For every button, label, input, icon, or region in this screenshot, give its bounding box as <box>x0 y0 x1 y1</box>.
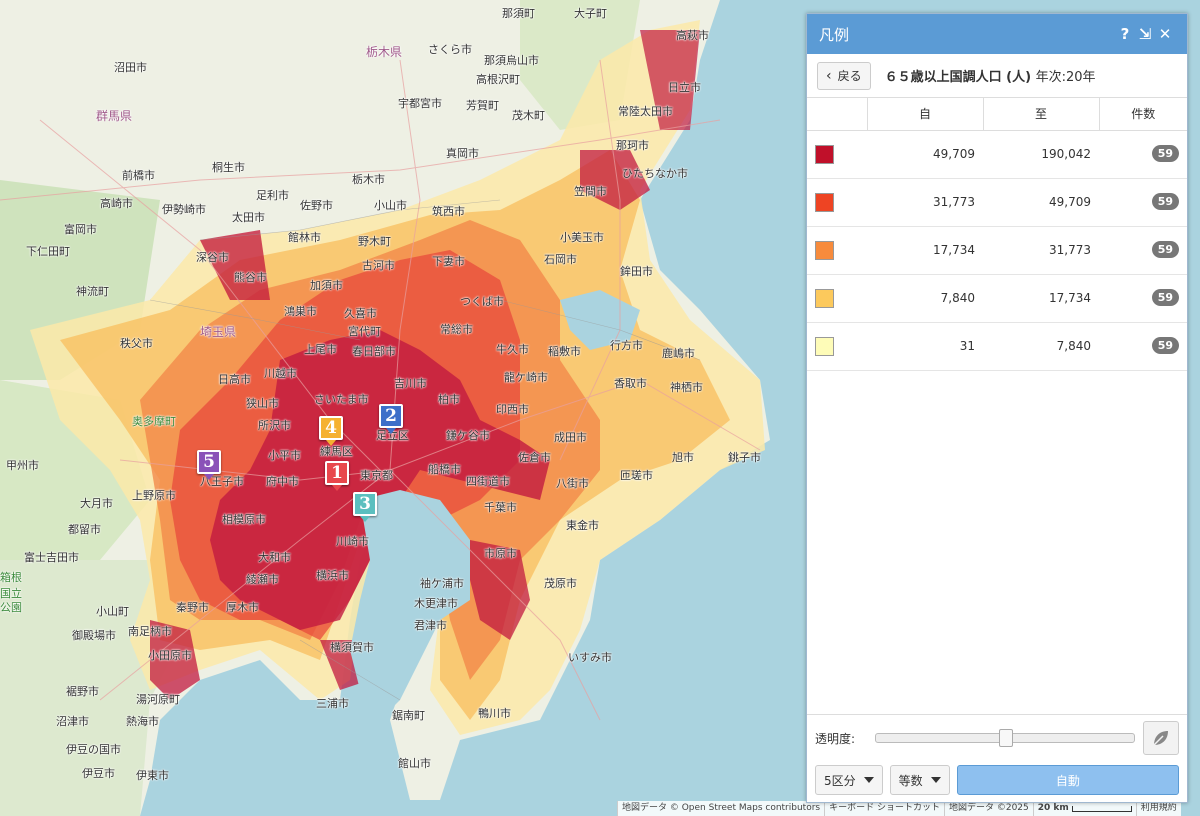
marker-badge: 4 <box>319 416 343 440</box>
swatch-cell <box>807 178 867 227</box>
legend-class-row[interactable]: 31 7,840 59 <box>807 322 1187 371</box>
count-badge: 59 <box>1151 336 1179 354</box>
indicator-name: ６５歳以上国調人口 (人) <box>884 70 1032 85</box>
marker-pointer <box>204 474 214 480</box>
method-dropdown[interactable]: 等数 <box>889 765 950 795</box>
rank-marker-4[interactable]: 4 <box>319 416 343 446</box>
legend-class-row[interactable]: 49,709 190,042 59 <box>807 130 1187 179</box>
caret-down-icon <box>930 777 941 783</box>
class-from-value: 17,734 <box>867 226 983 275</box>
opacity-slider[interactable] <box>874 729 1136 747</box>
divisions-dropdown[interactable]: 5区分 <box>815 765 883 795</box>
indicator-year: 年次:20年 <box>1035 70 1096 85</box>
map-data-credit[interactable]: 地図データ © Open Street Maps contributors <box>617 801 825 816</box>
class-count-cell: 59 <box>1099 226 1187 275</box>
class-to-value: 49,709 <box>983 178 1099 227</box>
caret-down-icon <box>863 777 874 783</box>
auto-button[interactable]: 自動 <box>956 765 1179 795</box>
swatch-cell <box>807 226 867 275</box>
class-color-swatch[interactable] <box>815 336 834 356</box>
class-to-value: 31,773 <box>983 226 1099 275</box>
class-count-cell: 59 <box>1099 322 1187 371</box>
class-from-value: 49,709 <box>867 130 983 179</box>
class-from-value: 7,840 <box>867 274 983 323</box>
count-badge: 59 <box>1151 144 1179 162</box>
class-color-swatch[interactable] <box>815 288 834 308</box>
legend-class-table: 自 至 件数 49,709 190,042 59 31,773 49,709 59 17,7… <box>807 98 1187 371</box>
count-badge: 59 <box>1151 288 1179 306</box>
count-badge: 59 <box>1151 192 1179 210</box>
opacity-row: 透明度: <box>807 715 1187 761</box>
class-count-cell: 59 <box>1099 130 1187 179</box>
count-column-header: 件数 <box>1098 98 1187 131</box>
divisions-value: 5区分 <box>824 773 856 788</box>
swatch-cell <box>807 130 867 179</box>
rank-marker-5[interactable]: 5 <box>197 450 221 480</box>
class-color-swatch[interactable] <box>815 144 834 164</box>
back-label: 戻る <box>837 69 862 83</box>
rank-marker-1[interactable]: 1 <box>325 461 349 491</box>
swatch-column-header <box>807 98 867 131</box>
marker-badge: 1 <box>325 461 349 485</box>
legend-class-row[interactable]: 17,734 31,773 59 <box>807 226 1187 275</box>
legend-header: 凡例 ? ⇲ ✕ <box>807 14 1187 54</box>
marker-badge: 2 <box>379 404 403 428</box>
class-color-swatch[interactable] <box>815 240 834 260</box>
class-to-value: 190,042 <box>983 130 1099 179</box>
map-attribution: 地図データ © Open Street Maps contributors キー… <box>617 801 1181 816</box>
scale-bar-line <box>1071 805 1132 812</box>
marker-pointer <box>386 428 396 434</box>
class-from-value: 31,773 <box>867 178 983 227</box>
scale-label: 20 km <box>1037 803 1069 813</box>
class-count-cell: 59 <box>1099 178 1187 227</box>
collapse-icon[interactable]: ⇲ <box>1138 25 1152 43</box>
method-value: 等数 <box>898 773 923 788</box>
opacity-slider-handle[interactable] <box>998 729 1013 747</box>
to-column-header: 至 <box>982 98 1099 131</box>
from-column-header: 自 <box>866 98 983 131</box>
scale-bar[interactable]: 20 km <box>1032 801 1136 816</box>
marker-badge: 3 <box>353 492 377 516</box>
terms-link[interactable]: 利用規約 <box>1135 801 1181 816</box>
leaf-toggle-button[interactable] <box>1143 721 1179 755</box>
leaf-icon <box>1153 731 1169 746</box>
marker-pointer <box>360 516 370 522</box>
map-data-credit-2: 地図データ ©2025 <box>943 801 1033 816</box>
marker-pointer <box>332 485 342 491</box>
legend-class-row[interactable]: 7,840 17,734 59 <box>807 274 1187 323</box>
legend-subheader: ‹ 戻る ６５歳以上国調人口 (人) 年次:20年 <box>807 54 1187 98</box>
rank-marker-2[interactable]: 2 <box>379 404 403 434</box>
rank-marker-3[interactable]: 3 <box>353 492 377 522</box>
classification-controls: 5区分 等数 自動 <box>807 761 1187 799</box>
chevron-left-icon: ‹ <box>826 67 832 84</box>
legend-footer: 透明度: 5区分 等数 自動 <box>807 714 1187 802</box>
swatch-cell <box>807 274 867 323</box>
legend-class-row[interactable]: 31,773 49,709 59 <box>807 178 1187 227</box>
legend-panel: 凡例 ? ⇲ ✕ ‹ 戻る ６５歳以上国調人口 (人) 年次:20年 自 至 件… <box>806 13 1188 803</box>
keyboard-shortcuts-link[interactable]: キーボード ショートカット <box>824 801 944 816</box>
back-button[interactable]: ‹ 戻る <box>817 61 871 90</box>
class-from-value: 31 <box>867 322 983 371</box>
marker-pointer <box>326 440 336 446</box>
count-badge: 59 <box>1151 240 1179 258</box>
class-color-swatch[interactable] <box>815 192 834 212</box>
indicator-title: ６５歳以上国調人口 (人) 年次:20年 <box>885 66 1096 85</box>
marker-badge: 5 <box>197 450 221 474</box>
close-icon[interactable]: ✕ <box>1158 25 1172 43</box>
class-to-value: 7,840 <box>983 322 1099 371</box>
class-count-cell: 59 <box>1099 274 1187 323</box>
opacity-label: 透明度: <box>815 731 856 746</box>
swatch-cell <box>807 322 867 371</box>
legend-title: 凡例 <box>819 25 850 44</box>
help-icon[interactable]: ? <box>1120 25 1130 43</box>
class-to-value: 17,734 <box>983 274 1099 323</box>
